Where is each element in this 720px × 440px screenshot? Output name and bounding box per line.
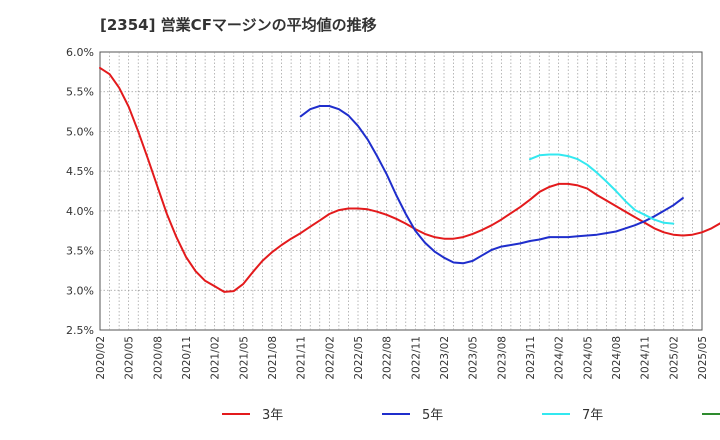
x-tick-label: 2023/11 [525, 336, 537, 380]
x-tick-label: 2024/11 [640, 336, 652, 380]
x-tick-label: 2022/02 [324, 336, 336, 380]
x-tick-label: 2022/05 [353, 336, 365, 380]
series-line-5年 [299, 105, 684, 265]
x-tick-label: 2024/05 [582, 336, 594, 380]
x-tick-label: 2025/02 [668, 336, 680, 380]
x-tick-label: 2021/11 [296, 336, 308, 380]
legend-label: 5年 [422, 408, 443, 423]
plot-frame [99, 51, 703, 331]
x-tick-label: 2024/02 [554, 336, 566, 380]
x-tick-label: 2021/08 [267, 336, 279, 380]
y-tick-label: 4.0% [66, 205, 94, 218]
x-tick-label: 2022/11 [410, 336, 422, 380]
x-tick-label: 2020/05 [124, 336, 136, 380]
x-tick-label: 2024/08 [611, 336, 623, 380]
x-tick-label: 2023/08 [496, 336, 508, 380]
series-line-3年 [99, 66, 720, 293]
y-tick-label: 5.0% [66, 125, 94, 138]
y-tick-label: 6.0% [66, 46, 94, 59]
chart-title: [2354] 営業CFマージンの平均値の推移 [100, 16, 377, 34]
x-tick-label: 2025/05 [697, 336, 709, 380]
y-tick-label: 3.0% [66, 284, 94, 297]
x-tick-label: 2020/11 [181, 336, 193, 380]
x-tick-label: 2022/08 [382, 336, 394, 380]
x-tick-label: 2021/05 [238, 336, 250, 380]
series-line-7年 [529, 153, 675, 225]
legend-label: 3年 [262, 408, 283, 423]
y-tick-label: 5.5% [66, 86, 94, 99]
x-tick-label: 2020/02 [95, 336, 107, 380]
x-tick-label: 2023/05 [468, 336, 480, 380]
legend-label: 7年 [582, 408, 603, 423]
y-tick-label: 4.5% [66, 165, 94, 178]
x-tick-label: 2023/02 [439, 336, 451, 380]
x-tick-label: 2021/02 [210, 336, 222, 380]
x-tick-label: 2020/08 [152, 336, 164, 380]
y-tick-label: 2.5% [66, 324, 94, 337]
y-tick-label: 3.5% [66, 245, 94, 258]
